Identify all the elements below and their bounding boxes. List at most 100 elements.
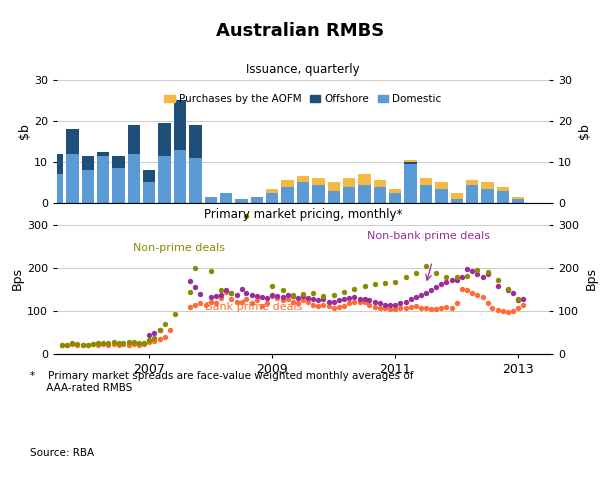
Point	[375, 304, 385, 311]
Point	[421, 289, 431, 297]
Point	[452, 274, 461, 281]
Point	[94, 339, 103, 347]
Bar	[66, 154, 79, 203]
Point	[119, 340, 128, 348]
Point	[370, 303, 380, 310]
Bar	[358, 174, 371, 184]
Point	[206, 267, 215, 275]
Point	[78, 341, 88, 349]
Point	[191, 283, 200, 291]
Bar	[512, 197, 524, 199]
Point	[129, 338, 139, 346]
Point	[437, 280, 446, 288]
Point	[298, 296, 308, 304]
Bar	[174, 100, 186, 150]
Text: Non-bank prime deals: Non-bank prime deals	[367, 231, 490, 242]
Point	[431, 269, 441, 277]
Bar	[66, 129, 79, 154]
Point	[426, 286, 436, 294]
Bar	[512, 199, 524, 203]
Point	[114, 339, 124, 347]
Y-axis label: $b: $b	[18, 123, 31, 139]
Point	[293, 299, 303, 307]
Point	[380, 301, 389, 308]
Legend: Purchases by the AOFM, Offshore, Domestic: Purchases by the AOFM, Offshore, Domesti…	[160, 90, 446, 109]
Point	[68, 339, 77, 347]
Point	[211, 292, 220, 300]
Point	[145, 337, 154, 344]
Point	[426, 305, 436, 313]
Bar	[297, 183, 309, 203]
Point	[263, 294, 272, 302]
Point	[416, 304, 426, 311]
Bar	[158, 156, 171, 203]
Text: Issuance, quarterly: Issuance, quarterly	[246, 63, 360, 76]
Point	[134, 339, 143, 347]
Point	[365, 301, 374, 308]
Bar	[128, 154, 140, 203]
Bar	[404, 164, 417, 203]
Point	[365, 296, 374, 304]
Point	[386, 301, 395, 308]
Bar	[312, 184, 325, 203]
Point	[391, 277, 400, 285]
Point	[57, 341, 67, 349]
Point	[431, 283, 441, 291]
Point	[185, 277, 195, 285]
Point	[340, 288, 349, 296]
Bar	[420, 184, 432, 203]
Bar	[281, 186, 294, 203]
Bar	[481, 183, 494, 188]
Point	[467, 267, 477, 275]
Point	[329, 304, 338, 311]
Point	[298, 292, 308, 300]
Point	[386, 305, 395, 313]
Bar	[404, 162, 417, 164]
Point	[206, 293, 215, 301]
Point	[457, 274, 466, 281]
Point	[406, 295, 415, 303]
Bar	[235, 199, 248, 203]
Point	[349, 285, 359, 293]
Point	[114, 341, 124, 349]
Point	[247, 291, 257, 299]
Bar	[297, 176, 309, 183]
Bar	[343, 186, 355, 203]
Text: Source: RBA: Source: RBA	[30, 448, 94, 458]
Y-axis label: $b: $b	[578, 123, 591, 139]
Point	[242, 289, 251, 297]
Point	[185, 303, 195, 310]
Point	[514, 295, 523, 303]
Point	[206, 299, 215, 307]
Point	[73, 340, 82, 348]
Point	[201, 301, 211, 308]
Bar	[266, 193, 278, 203]
Point	[242, 295, 251, 303]
Point	[149, 338, 159, 345]
Bar	[343, 179, 355, 186]
Point	[88, 340, 97, 348]
Point	[401, 274, 410, 281]
Point	[221, 288, 231, 296]
Point	[236, 298, 247, 306]
Point	[155, 327, 164, 335]
Point	[140, 339, 149, 347]
Point	[226, 289, 236, 297]
Bar	[174, 150, 186, 203]
Point	[463, 286, 472, 294]
Text: Primary market pricing, monthly*: Primary market pricing, monthly*	[204, 208, 402, 220]
Point	[268, 292, 277, 300]
Point	[98, 340, 108, 348]
Point	[447, 304, 457, 311]
Bar	[389, 193, 401, 203]
Point	[324, 302, 334, 310]
Point	[344, 299, 354, 307]
Point	[191, 264, 200, 272]
Point	[263, 299, 272, 307]
Point	[319, 292, 328, 300]
Bar	[51, 154, 63, 174]
Point	[340, 302, 349, 310]
Point	[278, 286, 287, 294]
Point	[493, 282, 503, 290]
Point	[349, 299, 359, 307]
